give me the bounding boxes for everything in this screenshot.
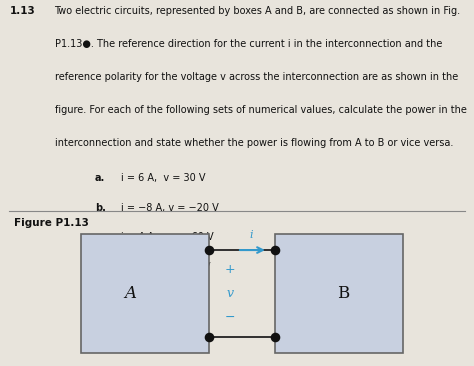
Text: a.: a.: [95, 173, 105, 183]
Text: A: A: [124, 285, 137, 302]
Text: i = −9 A, v = 40 V: i = −9 A, v = 40 V: [121, 262, 210, 272]
Bar: [275, 234, 403, 353]
Text: 1.13: 1.13: [9, 6, 35, 16]
Point: [205, 247, 212, 253]
Text: −: −: [225, 311, 235, 324]
Bar: [81, 234, 209, 353]
Text: d.: d.: [95, 262, 106, 272]
Text: +: +: [225, 263, 235, 276]
Point: [271, 247, 279, 253]
Text: figure. For each of the following sets of numerical values, calculate the power : figure. For each of the following sets o…: [55, 105, 466, 115]
Text: i = 4 A,  v = −60 V: i = 4 A, v = −60 V: [121, 232, 213, 242]
Point: [205, 334, 212, 340]
Text: i = −8 A, v = −20 V: i = −8 A, v = −20 V: [121, 203, 219, 213]
Point: [271, 334, 279, 340]
Text: c.: c.: [95, 232, 104, 242]
Text: Two electric circuits, represented by boxes A and B, are connected as shown in F: Two electric circuits, represented by bo…: [55, 6, 461, 16]
Text: B: B: [337, 285, 350, 302]
Text: Figure P1.13: Figure P1.13: [14, 218, 89, 228]
Text: v: v: [226, 287, 234, 300]
Text: reference polarity for the voltage v across the interconnection are as shown in : reference polarity for the voltage v acr…: [55, 72, 458, 82]
Text: interconnection and state whether the power is flowing from A to B or vice versa: interconnection and state whether the po…: [55, 138, 453, 148]
Text: b.: b.: [95, 203, 106, 213]
Text: i: i: [249, 230, 253, 240]
Text: i = 6 A,  v = 30 V: i = 6 A, v = 30 V: [121, 173, 205, 183]
Text: P1.13●. The reference direction for the current i in the interconnection and the: P1.13●. The reference direction for the …: [55, 39, 442, 49]
